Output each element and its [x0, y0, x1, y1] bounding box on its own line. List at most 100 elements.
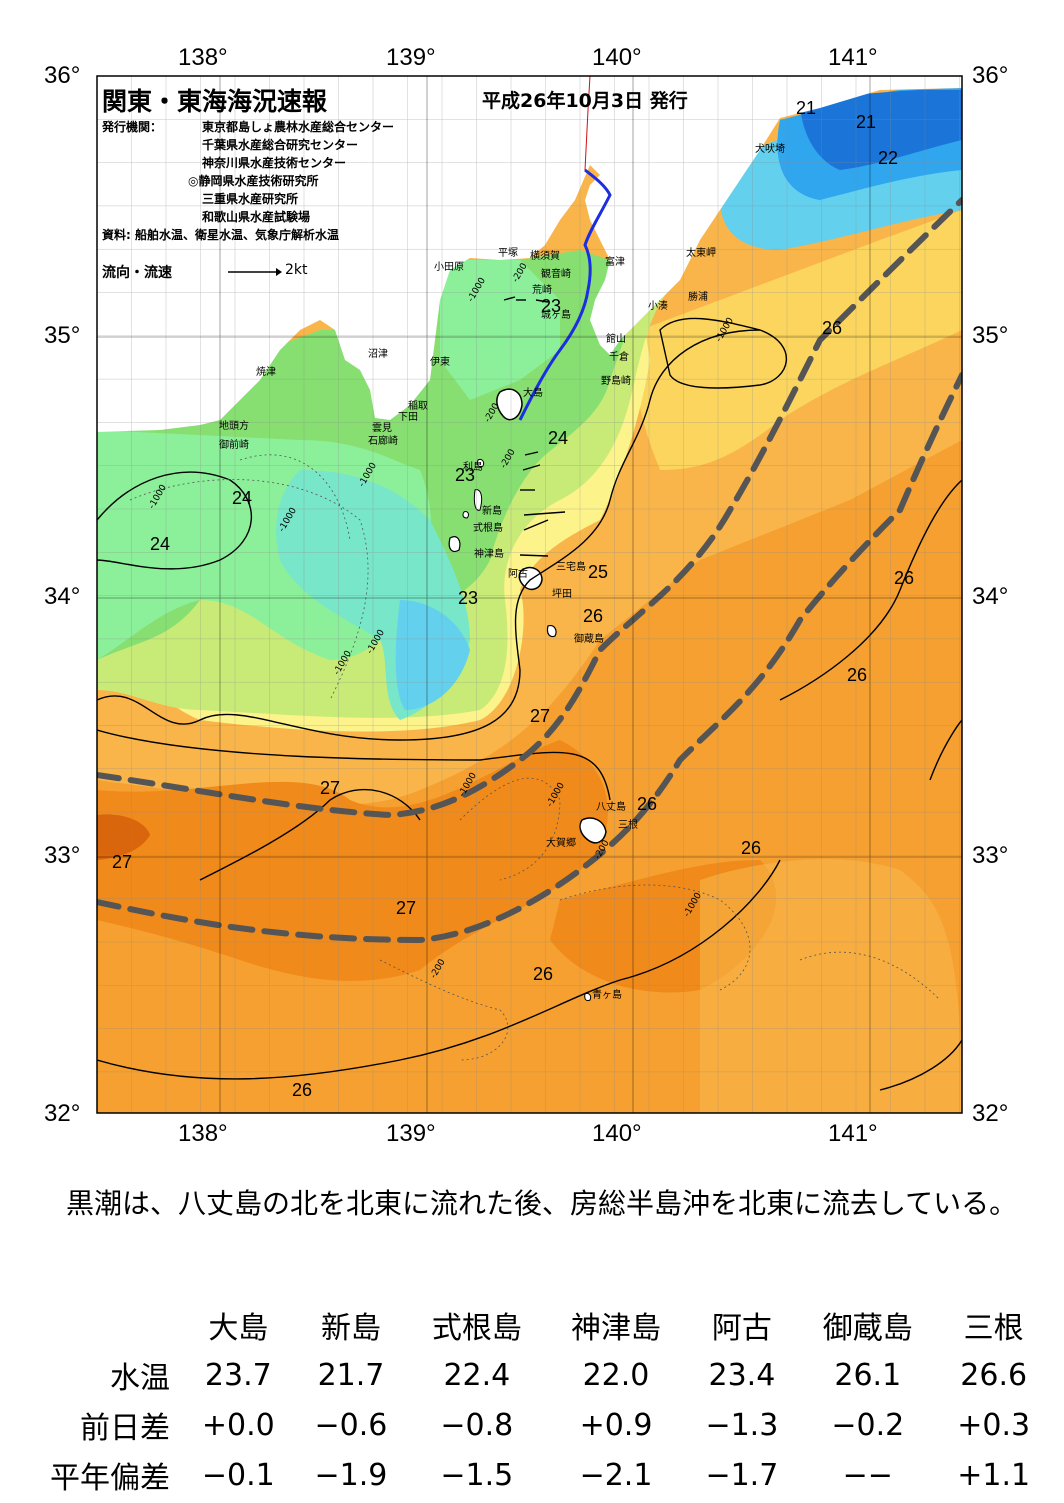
data-source: 資料: 船舶水温、衛星水温、気象庁解析水温 [102, 228, 339, 242]
issuer-3: 神奈川県水産技術センター [202, 156, 347, 170]
lat-label-left-36: 36° [44, 62, 81, 89]
isotherm-label: 27 [530, 706, 551, 726]
isotherm-label: 26 [847, 665, 868, 685]
summary-text: 黒潮は、八丈島の北を北東に流れた後、房総半島沖を北東に流去している。 [66, 1187, 1018, 1220]
place-label-ako: 阿古 [508, 569, 528, 580]
place-label-omaezaki: 御前崎 [219, 440, 249, 451]
lon-label-top-141: 141° [828, 44, 878, 71]
lon-label-top-138: 138° [178, 44, 228, 71]
isotherm-label: 26 [583, 606, 604, 626]
isotherm-26-east [779, 479, 962, 701]
lat-label-left-32: 32° [44, 1100, 81, 1127]
place-label-inubosaki: 犬吠埼 [755, 144, 785, 155]
issue-date: 平成26年10月3日 発行 [482, 90, 688, 112]
table-row: 平年偏差 −0.1 −1.9 −1.5 −2.1 −1.7 −− +1.1 [20, 1450, 1050, 1500]
station-temperature-table: 大島 新島 式根島 神津島 阿古 御蔵島 三根 水温 23.7 21.7 22.… [20, 1300, 1050, 1500]
isotherm-label: 22 [878, 148, 899, 168]
place-label-miyakejima: 三宅島 [556, 562, 586, 573]
place-label-okago: 大賀郷 [546, 838, 576, 849]
zone-26-5-se [700, 859, 962, 1113]
isotherm-label: 26 [894, 568, 915, 588]
isotherm-label: 21 [856, 112, 877, 132]
col-mine: 三根 [963, 1311, 1024, 1346]
table-cell: −1.5 [440, 1457, 514, 1493]
isotherm-label: 23 [455, 465, 476, 485]
table-cell: −1.9 [314, 1457, 388, 1493]
table-cell: −0.6 [314, 1407, 388, 1443]
place-label-tsubota: 坪田 [552, 589, 572, 600]
row-label-day-diff: 前日差 [80, 1411, 170, 1446]
col-ako: 阿古 [711, 1311, 772, 1346]
table-cell: +1.1 [957, 1457, 1031, 1493]
table-cell: +0.9 [579, 1407, 653, 1443]
col-oshima: 大島 [208, 1311, 269, 1346]
place-label-niijima: 新島 [482, 506, 502, 517]
isotherm-label: 24 [548, 428, 569, 448]
table-cell: 23.7 [204, 1357, 272, 1393]
zone-27-south [97, 740, 608, 981]
lat-label-right-35: 35° [972, 322, 1009, 349]
place-label-numazu: 沼津 [368, 349, 388, 360]
isotherm-26-southwest [97, 729, 611, 801]
lat-label-left-34: 34° [44, 583, 81, 610]
place-label-odawara: 小田原 [434, 262, 464, 273]
isotherm-label: 27 [112, 852, 133, 872]
table-cell: −1.3 [705, 1407, 779, 1443]
table-header-row: 大島 新島 式根島 神津島 阿古 御蔵島 三根 [20, 1300, 1050, 1350]
isotherm-label: 24 [232, 488, 253, 508]
place-label-aogashima: 青ヶ島 [592, 990, 622, 1001]
table-row: 前日差 +0.0 −0.6 −0.8 +0.9 −1.3 −0.2 +0.3 [20, 1400, 1050, 1450]
isotherm-label: 26 [292, 1080, 313, 1100]
isotherm-24-west [97, 471, 253, 570]
zone-27-5 [97, 814, 150, 860]
table-cell: −0.2 [831, 1407, 905, 1443]
zone-22-5 [395, 600, 470, 710]
place-label-taitomisaki: 太東岬 [686, 248, 716, 259]
kuroshio-axis-north [97, 197, 962, 819]
place-label-futtsu: 富津 [605, 257, 625, 268]
table-cell: +0.3 [957, 1407, 1031, 1443]
zone-21 [800, 90, 962, 170]
place-label-hachijojima: 八丈島 [596, 802, 626, 813]
place-label-kozushima: 神津島 [474, 549, 504, 560]
legend-arrow-icon [228, 268, 282, 276]
lon-label-bottom-139: 139° [386, 1120, 436, 1147]
isotherm-label: 23 [458, 588, 479, 608]
col-mikurajima: 御蔵島 [822, 1311, 913, 1346]
row-label-water-temp: 水温 [110, 1361, 170, 1396]
isotherm-26-north [659, 317, 788, 389]
table-cell: −0.1 [201, 1457, 275, 1493]
land-hachijojima [579, 817, 607, 844]
place-label-jogasaki: 城ヶ島 [541, 310, 571, 321]
place-label-oshima: 大島 [523, 388, 543, 399]
land-toshima [477, 459, 485, 468]
isotherm-label: 26 [637, 794, 658, 814]
table-cell: +0.0 [201, 1407, 275, 1443]
place-label-katsuura: 勝浦 [688, 292, 708, 303]
lon-label-bottom-141: 141° [828, 1120, 878, 1147]
issuer-2: 千葉県水産総合研究センター [202, 138, 359, 152]
place-label-shimoda: 下田 [398, 412, 418, 423]
place-label-shikinejima: 式根島 [473, 523, 503, 534]
lat-label-right-32: 32° [972, 1100, 1009, 1127]
table-corner [20, 1300, 182, 1350]
land-oshima [496, 388, 523, 421]
issuer-label: 発行機関： [102, 120, 163, 134]
issuer-4: ◎静岡県水産技術研究所 [188, 174, 319, 188]
isotherm-26-south [97, 859, 781, 1080]
land-mikurajima [546, 625, 557, 638]
land-miyakejima [518, 566, 543, 591]
lat-label-left-35: 35° [44, 322, 81, 349]
isotherm-label: 24 [150, 534, 171, 554]
isotherm-26-se2 [879, 1039, 962, 1091]
isotherm-27-mid [199, 788, 421, 881]
place-label-arasaki: 荒崎 [532, 285, 552, 296]
map-title: 関東・東海海況速報 [102, 87, 328, 116]
ferry-track-thin [584, 76, 591, 171]
kuroshio-axis-south [97, 372, 962, 944]
table-cell: −0.8 [440, 1407, 514, 1443]
row-label-anomaly: 平年偏差 [50, 1461, 170, 1496]
table-cell: −− [842, 1457, 893, 1493]
place-label-yaizu: 焼津 [256, 367, 276, 378]
col-niijima: 新島 [320, 1311, 381, 1346]
